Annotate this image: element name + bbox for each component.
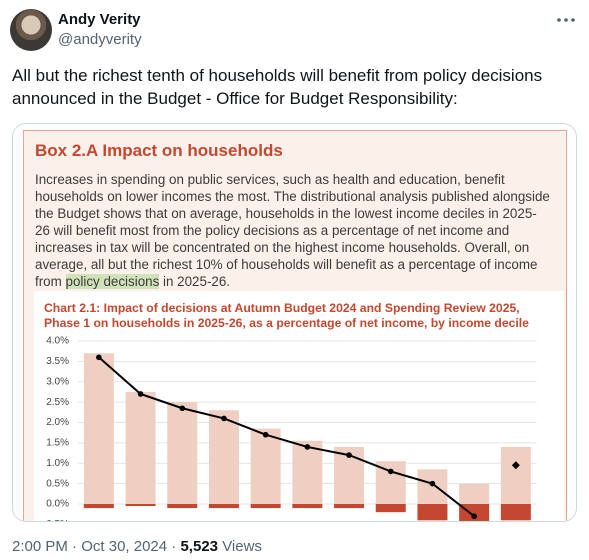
bar — [292, 504, 323, 509]
bar — [417, 469, 448, 504]
bar — [83, 353, 114, 504]
point — [262, 431, 269, 438]
y-tick-label: 2.5% — [46, 397, 69, 408]
point — [137, 391, 144, 397]
chart: -0.5% 0.0% 0.5% 1.0% 1.5% 2.0% 2.5% 3.0% 3.5% 4.0… — [43, 336, 537, 522]
bar — [375, 504, 406, 513]
bar — [417, 504, 448, 521]
bar — [125, 391, 156, 504]
bar — [500, 446, 531, 504]
separator: · — [171, 538, 177, 555]
y-tick-label: -0.5% — [43, 519, 69, 522]
bar — [459, 504, 490, 521]
tweet-meta: 2:00 PM · Oct 30, 2024 · 5,523 Views — [12, 538, 262, 555]
line — [98, 356, 475, 518]
point — [221, 415, 227, 422]
bar — [208, 504, 239, 509]
point — [387, 468, 394, 475]
point — [429, 480, 436, 487]
more-button[interactable] — [556, 16, 576, 24]
date[interactable]: Oct 30, 2024 — [81, 538, 168, 555]
point — [471, 513, 477, 520]
y-tick-label: 3.5% — [46, 356, 69, 367]
bar — [167, 504, 198, 509]
bar — [167, 402, 198, 504]
y-tick-label: 0.5% — [46, 478, 69, 489]
tweet-image[interactable]: Box 2.A Impact on households Increases i… — [12, 123, 577, 522]
box-title: Box 2.A Impact on households — [35, 141, 283, 160]
chart-panel: Chart 2.1: Impact of decisions at Autumn… — [34, 291, 564, 521]
box: Box 2.A Impact on households Increases i… — [23, 130, 567, 521]
y-tick-label: 3.0% — [46, 376, 69, 387]
author-name[interactable]: Andy Verity — [58, 11, 141, 28]
point — [346, 452, 352, 458]
bar — [83, 504, 114, 509]
author-handle[interactable]: @andyverity — [58, 31, 142, 48]
point — [96, 354, 102, 361]
text: in 2025-26. — [159, 274, 231, 289]
bar — [459, 483, 490, 504]
text: Increases in spending on public services… — [35, 172, 550, 289]
y-tick-label: 1.0% — [46, 458, 69, 469]
box-text: Increases in spending on public services… — [35, 171, 550, 290]
point — [179, 405, 186, 412]
bar — [250, 428, 281, 504]
y-tick-label: 4.0% — [46, 336, 69, 347]
bar — [208, 410, 239, 504]
y-tick-label: 0.0% — [46, 499, 69, 510]
bar — [500, 504, 531, 521]
avatar[interactable] — [10, 9, 52, 51]
tweet-text: All but the richest tenth of households … — [12, 66, 543, 108]
separator: · — [72, 538, 78, 555]
y-tick-label: 1.5% — [46, 438, 69, 449]
views-label: Views — [222, 538, 262, 555]
point — [304, 444, 311, 450]
bar — [334, 504, 365, 509]
bar — [292, 440, 323, 504]
bar — [125, 504, 156, 507]
highlight: policy decisions — [65, 274, 160, 289]
chart-title: Chart 2.1: Impact of decisions at Autumn… — [44, 301, 529, 330]
bar — [250, 504, 281, 509]
views-count: 5,523 — [180, 538, 219, 555]
y-tick-label: 2.0% — [46, 417, 69, 428]
time[interactable]: 2:00 PM — [12, 538, 68, 555]
